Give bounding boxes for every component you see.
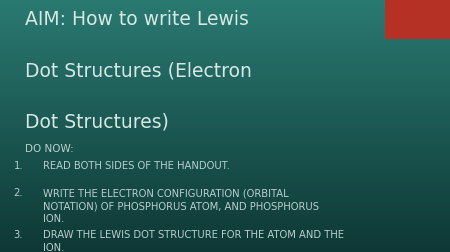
Text: 2.: 2. (14, 188, 23, 198)
Bar (385, 0, 450, 40)
Text: DO NOW:: DO NOW: (25, 144, 73, 154)
Text: Dot Structures (Electron: Dot Structures (Electron (25, 62, 252, 81)
Text: AIM: How to write Lewis: AIM: How to write Lewis (25, 10, 248, 29)
Text: 3.: 3. (14, 229, 23, 239)
Text: WRITE THE ELECTRON CONFIGURATION (ORBITAL
NOTATION) OF PHOSPHORUS ATOM, AND PHOS: WRITE THE ELECTRON CONFIGURATION (ORBITA… (43, 188, 319, 223)
Text: Dot Structures): Dot Structures) (25, 112, 169, 131)
Text: READ BOTH SIDES OF THE HANDOUT.: READ BOTH SIDES OF THE HANDOUT. (43, 160, 230, 170)
Text: 1.: 1. (14, 160, 23, 170)
Text: DRAW THE LEWIS DOT STRUCTURE FOR THE ATOM AND THE
ION.: DRAW THE LEWIS DOT STRUCTURE FOR THE ATO… (43, 229, 344, 252)
